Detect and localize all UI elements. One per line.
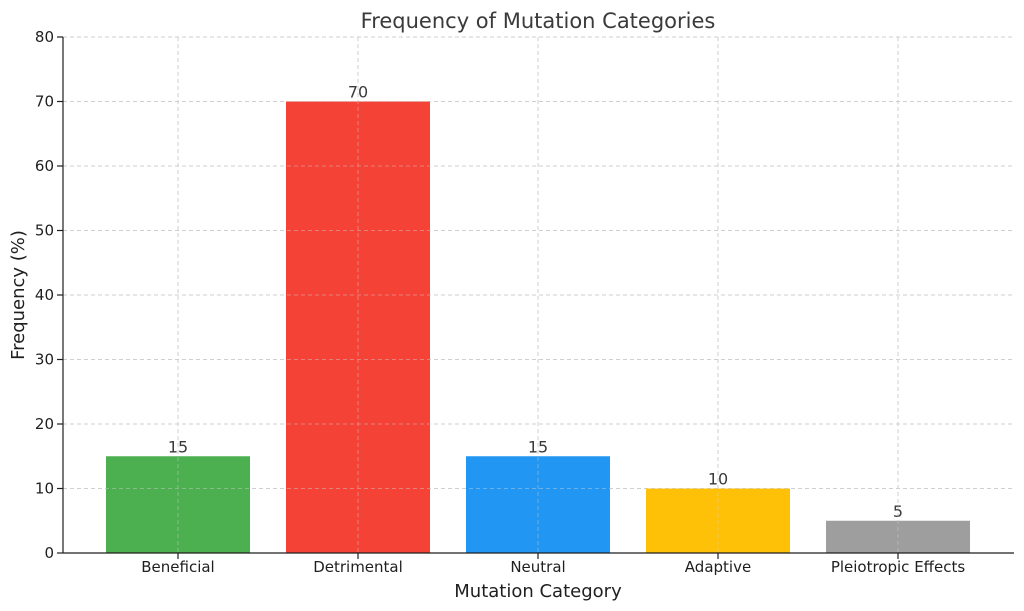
x-axis-label: Mutation Category	[454, 581, 622, 602]
bar-adaptive	[646, 488, 790, 553]
y-tick-label: 40	[35, 286, 54, 304]
bar-neutral	[466, 456, 610, 553]
x-tick-label: Beneficial	[141, 558, 214, 576]
y-tick-label: 20	[35, 415, 54, 433]
y-tick-label: 60	[35, 157, 54, 175]
y-tick-label: 80	[35, 28, 54, 46]
data-label: 15	[528, 437, 548, 456]
axis-layer: 0 10 20 30 40 50 60 70 80 Beneficial Detrimental Ne…	[35, 28, 1014, 576]
y-tick-label: 10	[35, 480, 54, 498]
x-tick-label: Detrimental	[313, 558, 403, 576]
y-tick-label: 50	[35, 222, 54, 240]
bar-layer: 15 70 15 10 5	[106, 83, 970, 553]
data-label: 70	[348, 83, 368, 102]
data-label: 5	[893, 502, 903, 521]
x-tick-label: Pleiotropic Effects	[831, 558, 966, 576]
y-tick-label: 70	[35, 93, 54, 111]
y-axis-label: Frequency (%)	[8, 230, 29, 360]
bar-pleiotropic-effects	[826, 520, 970, 553]
x-tick-label: Neutral	[510, 558, 565, 576]
x-tick-label: Adaptive	[685, 558, 751, 576]
bar-detrimental	[286, 101, 430, 553]
chart-title: Frequency of Mutation Categories	[361, 9, 716, 33]
data-label: 15	[168, 437, 188, 456]
bar-beneficial	[106, 456, 250, 553]
data-label: 10	[708, 470, 728, 489]
y-tick-label: 0	[44, 544, 54, 562]
y-tick-label: 30	[35, 351, 54, 369]
grid-layer	[63, 36, 1014, 554]
